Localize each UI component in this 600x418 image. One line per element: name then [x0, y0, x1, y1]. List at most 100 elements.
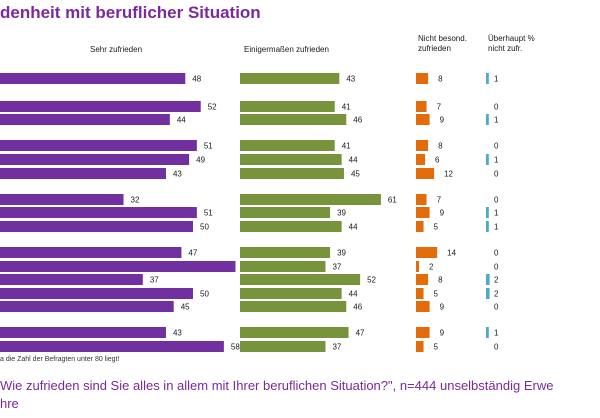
value-label-einig-14: 47 — [356, 329, 365, 338]
value-label-ueberh-14: 1 — [494, 329, 499, 338]
value-label-einig-4: 44 — [349, 156, 358, 165]
value-label-ueberh-3: 0 — [494, 142, 499, 151]
bar-sehr-5 — [0, 168, 166, 179]
value-label-ueberh-0: 1 — [494, 75, 499, 84]
bar-nicht-2 — [416, 114, 430, 125]
bar-ueberh-8 — [486, 221, 489, 232]
bar-einig-10 — [240, 261, 326, 272]
bar-sehr-6 — [0, 194, 124, 205]
bar-einig-13 — [240, 301, 347, 312]
value-label-nicht-14: 9 — [440, 329, 445, 338]
value-label-sehr-15: 58 — [231, 343, 240, 352]
bar-einig-6 — [240, 194, 381, 205]
value-label-nicht-10: 2 — [429, 263, 434, 272]
bar-sehr-15 — [0, 341, 224, 352]
header-einigermassen-zufrieden: Einigermaßen zufrieden — [244, 45, 329, 54]
value-label-sehr-11: 37 — [150, 276, 159, 285]
bar-sehr-13 — [0, 301, 174, 312]
value-label-ueberh-12: 2 — [494, 290, 499, 299]
bar-ueberh-4 — [486, 154, 489, 165]
question-text-line2: hre — [0, 396, 19, 411]
value-label-einig-13: 46 — [353, 303, 362, 312]
value-label-einig-10: 37 — [332, 263, 341, 272]
value-label-einig-9: 39 — [337, 249, 346, 258]
bar-ueberh-0 — [486, 73, 489, 84]
bar-nicht-0 — [416, 73, 429, 84]
bar-nicht-11 — [416, 274, 429, 285]
value-label-einig-7: 39 — [337, 209, 346, 218]
bar-sehr-11 — [0, 274, 143, 285]
bar-einig-2 — [240, 114, 347, 125]
bar-sehr-7 — [0, 207, 197, 218]
value-label-nicht-1: 7 — [437, 103, 442, 112]
value-label-ueberh-10: 0 — [494, 263, 499, 272]
value-label-nicht-13: 9 — [440, 303, 445, 312]
bar-einig-0 — [240, 73, 340, 84]
bar-nicht-4 — [416, 154, 426, 165]
value-label-sehr-0: 48 — [192, 75, 201, 84]
value-label-nicht-9: 14 — [447, 249, 456, 258]
header-sehr-zufrieden: Sehr zufrieden — [90, 45, 142, 54]
bar-einig-1 — [240, 101, 335, 112]
bar-einig-9 — [240, 247, 331, 258]
bar-nicht-9 — [416, 247, 438, 258]
value-label-ueberh-4: 1 — [494, 156, 499, 165]
value-label-nicht-3: 8 — [438, 142, 443, 151]
bar-einig-8 — [240, 221, 342, 232]
bar-nicht-14 — [416, 327, 430, 338]
header-ueberhaupt-line1: Überhaupt % — [488, 34, 535, 43]
header-nicht-besond-line1: Nicht besond. — [418, 34, 467, 43]
value-label-nicht-5: 12 — [444, 170, 453, 179]
value-label-nicht-12: 5 — [434, 290, 439, 299]
bar-einig-7 — [240, 207, 331, 218]
value-label-ueberh-8: 1 — [494, 223, 499, 232]
value-label-einig-8: 44 — [349, 223, 358, 232]
value-label-nicht-6: 7 — [437, 196, 442, 205]
bar-nicht-8 — [416, 221, 424, 232]
footnote: a die Zahl der Befragten unter 80 liegt! — [0, 356, 120, 363]
value-label-einig-2: 46 — [353, 116, 362, 125]
value-label-nicht-11: 8 — [438, 276, 443, 285]
bar-nicht-3 — [416, 140, 429, 151]
bar-sehr-9 — [0, 247, 182, 258]
value-label-nicht-0: 8 — [438, 75, 443, 84]
bar-sehr-1 — [0, 101, 201, 112]
value-label-sehr-9: 47 — [188, 249, 197, 258]
bar-sehr-10 — [0, 261, 236, 272]
bar-einig-5 — [240, 168, 344, 179]
header-nicht-besond-line2: zufrieden — [418, 44, 451, 53]
value-label-ueberh-11: 2 — [494, 276, 499, 285]
value-label-nicht-7: 9 — [440, 209, 445, 218]
value-label-nicht-8: 5 — [434, 223, 439, 232]
value-label-sehr-8: 50 — [200, 223, 209, 232]
value-label-sehr-7: 51 — [204, 209, 213, 218]
bar-sehr-3 — [0, 140, 197, 151]
value-label-sehr-12: 50 — [200, 290, 209, 299]
value-label-einig-5: 45 — [351, 170, 360, 179]
value-label-einig-0: 43 — [346, 75, 355, 84]
value-label-einig-6: 61 — [388, 196, 397, 205]
bar-nicht-10 — [416, 261, 420, 272]
bar-nicht-7 — [416, 207, 430, 218]
value-label-sehr-5: 43 — [173, 170, 182, 179]
bar-ueberh-11 — [486, 274, 490, 285]
value-label-sehr-2: 44 — [177, 116, 186, 125]
bar-ueberh-12 — [486, 288, 490, 299]
value-label-einig-15: 37 — [332, 343, 341, 352]
bar-einig-15 — [240, 341, 326, 352]
bar-einig-3 — [240, 140, 335, 151]
bar-nicht-6 — [416, 194, 427, 205]
value-label-ueberh-13: 0 — [494, 303, 499, 312]
value-label-ueberh-2: 1 — [494, 116, 499, 125]
header-ueberhaupt-line2: nicht zufr. — [488, 44, 522, 53]
bar-einig-11 — [240, 274, 361, 285]
bar-einig-14 — [240, 327, 349, 338]
bar-nicht-13 — [416, 301, 430, 312]
bar-ueberh-7 — [486, 207, 489, 218]
question-text-line1: Wie zufrieden sind Sie alles in allem mi… — [0, 378, 554, 393]
value-label-nicht-2: 9 — [440, 116, 445, 125]
value-label-nicht-4: 6 — [435, 156, 440, 165]
value-label-sehr-1: 52 — [208, 103, 217, 112]
bar-sehr-4 — [0, 154, 190, 165]
